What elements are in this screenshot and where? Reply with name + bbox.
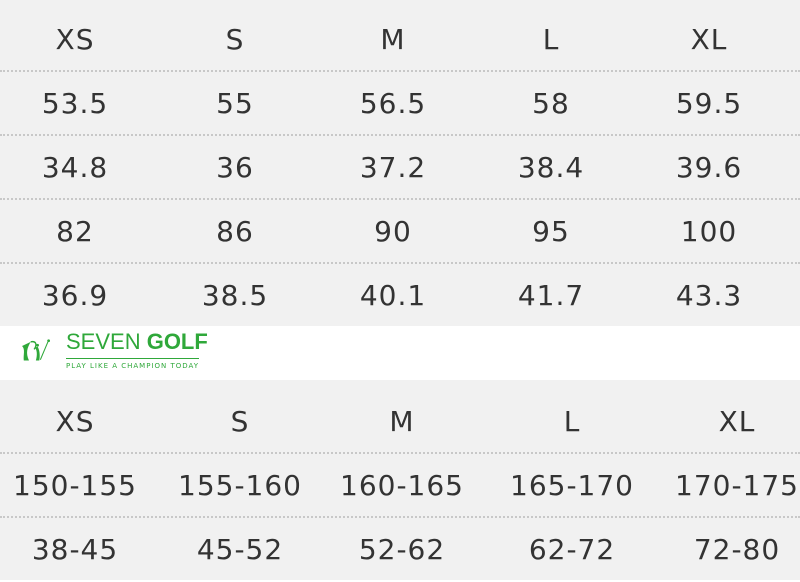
size-header-cell: S <box>225 23 245 56</box>
logo-brand-name: SEVEN GOLF <box>66 330 208 354</box>
table-cell: 58 <box>532 87 570 120</box>
table-cell: 56.5 <box>359 87 427 120</box>
table-cell: 45-52 <box>196 533 284 566</box>
logo-brand-light: SEVEN <box>66 329 147 354</box>
table-cell: 38.5 <box>201 279 269 312</box>
logo-tagline: PLAY LIKE A CHAMPION TODAY <box>66 358 200 371</box>
table-cell: 38-45 <box>31 533 119 566</box>
table-cell: 36 <box>216 151 254 184</box>
golfer-icon <box>22 339 50 361</box>
size-header-cell: XL <box>718 405 756 438</box>
table-row: 150-155 155-160 160-165 165-170 170-175 <box>0 454 800 518</box>
table-cell: 34.8 <box>41 151 109 184</box>
table-cell: 82 <box>56 215 94 248</box>
table-cell: 165-170 <box>510 469 634 502</box>
table-cell: 40.1 <box>359 279 427 312</box>
table-cell: 43.3 <box>675 279 743 312</box>
size-header-cell: L <box>542 23 560 56</box>
table-row: 53.5 55 56.5 58 59.5 <box>0 72 800 136</box>
table-cell: 59.5 <box>675 87 743 120</box>
table-cell: 39.6 <box>675 151 743 184</box>
seven-golf-logo: SEVEN GOLF PLAY LIKE A CHAMPION TODAY <box>10 328 270 378</box>
size-header-cell: XS <box>55 23 95 56</box>
logo-brand-bold: GOLF <box>146 329 208 354</box>
size-header-cell: S <box>230 405 250 438</box>
table-row: 82 86 90 95 100 <box>0 200 800 264</box>
size-header-cell: M <box>380 23 406 56</box>
table-cell: 62-72 <box>528 533 616 566</box>
table-cell: 41.7 <box>517 279 585 312</box>
table-cell: 36.9 <box>41 279 109 312</box>
table-cell: 53.5 <box>41 87 109 120</box>
bottom-size-table <box>0 380 800 580</box>
table-cell: 72-80 <box>693 533 781 566</box>
table-header-row: XS S M L XL <box>0 390 800 454</box>
table-row: 36.9 38.5 40.1 41.7 43.3 <box>0 264 800 328</box>
table-row: 38-45 45-52 52-62 62-72 72-80 <box>0 518 800 582</box>
table-cell: 90 <box>374 215 412 248</box>
table-cell: 95 <box>532 215 570 248</box>
table-cell: 55 <box>216 87 254 120</box>
table-row: 34.8 36 37.2 38.4 39.6 <box>0 136 800 200</box>
table-header-row: XS S M L XL <box>0 8 800 72</box>
table-cell: 38.4 <box>517 151 585 184</box>
size-header-cell: L <box>563 405 581 438</box>
table-cell: 86 <box>216 215 254 248</box>
size-header-cell: M <box>389 405 415 438</box>
table-cell: 100 <box>680 215 738 248</box>
top-size-table <box>0 0 800 326</box>
table-cell: 150-155 <box>13 469 137 502</box>
table-cell: 170-175 <box>675 469 799 502</box>
table-cell: 155-160 <box>178 469 302 502</box>
size-header-cell: XL <box>690 23 728 56</box>
table-cell: 37.2 <box>359 151 427 184</box>
size-header-cell: XS <box>55 405 95 438</box>
table-cell: 52-62 <box>358 533 446 566</box>
table-cell: 160-165 <box>340 469 464 502</box>
